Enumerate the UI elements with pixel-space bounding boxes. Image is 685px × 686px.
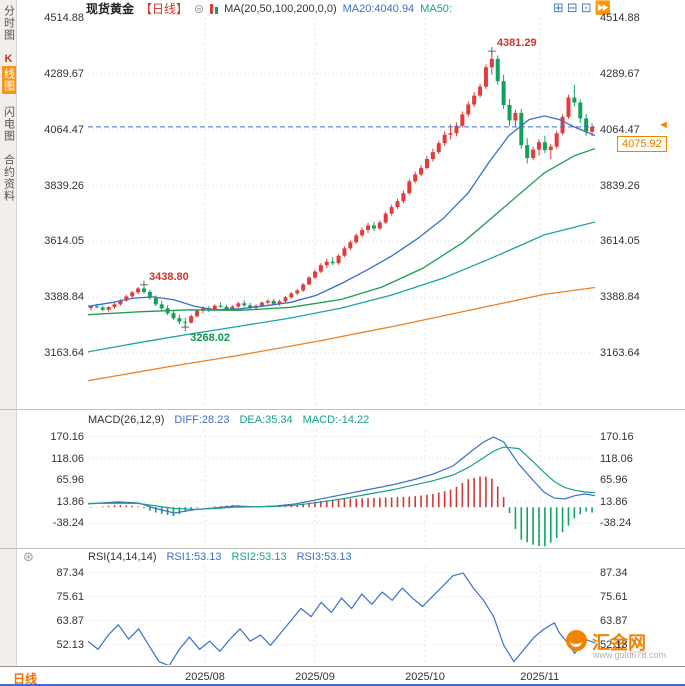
macd-diff-line xyxy=(88,436,595,514)
x-axis-date-label: 2025/08 xyxy=(185,671,225,683)
instrument-title: 现货黄金 xyxy=(86,2,135,16)
layout-grid-icon[interactable]: ⊞ xyxy=(553,0,564,15)
macd-axis-label-left: 65.96 xyxy=(56,474,84,486)
rsi-axis-label-right: 63.87 xyxy=(600,614,628,627)
logo-smile-icon xyxy=(566,630,587,651)
macd-diff-label: DIFF:28.23 xyxy=(174,414,230,426)
price-annotation: 4381.29 xyxy=(497,37,537,49)
price-axis-label-left: 4064.47 xyxy=(44,123,84,136)
macd-axis-label-right: -38.24 xyxy=(600,517,632,529)
macd-axis-label-left: 170.16 xyxy=(50,431,84,443)
panel-divider xyxy=(0,548,685,549)
active-tab-label: 线图 xyxy=(1,66,16,94)
macd-chart[interactable] xyxy=(88,430,595,548)
tab-daily-period[interactable]: 日线 xyxy=(13,672,38,686)
macd-value-label: MACD:-14.22 xyxy=(302,414,370,426)
price-axis-label-left: 4289.67 xyxy=(44,67,84,80)
ma-line-MA100 xyxy=(88,221,595,353)
price-axis-label-left: 3163.64 xyxy=(44,347,84,359)
rsi-axis-label-left: 52.13 xyxy=(56,639,84,651)
rsi-chart[interactable] xyxy=(88,565,595,665)
sidebar-tab-3[interactable]: 闪电图 xyxy=(2,106,15,142)
chart-header: 现货黄金 【日线】 ⊜ MA(20,50,100,200,0,0) MA20:4… xyxy=(86,1,452,17)
price-axis-label-right: 3163.64 xyxy=(600,347,640,359)
logo-site-url: www.gold678.com xyxy=(593,650,667,660)
price-axis-label-right: 3614.05 xyxy=(600,235,640,248)
ma-settings-label: MA(20,50,100,200,0,0) xyxy=(224,2,337,15)
layout-panel-icon[interactable]: ⊡ xyxy=(580,0,592,15)
next-page-icon[interactable]: ⏩ xyxy=(594,0,611,15)
macd-axis-label-left: 13.86 xyxy=(56,495,84,508)
price-axis-label-right: 4289.67 xyxy=(600,67,640,80)
rsi2-value-label: RSI2:53.13 xyxy=(231,551,287,563)
price-axis-label-right: 4064.47 xyxy=(600,123,640,136)
ma20-value-label: MA20:4040.94 xyxy=(342,2,415,15)
ma-line-MA50 xyxy=(88,147,595,316)
macd-axis-label-left: 118.06 xyxy=(51,452,84,465)
ma-line-MA20 xyxy=(88,115,595,311)
current-price-badge: 4075.92 xyxy=(617,136,667,152)
macd-dea-label: DEA:35.34 xyxy=(239,414,293,426)
rsi-axis-label-right: 52.13 xyxy=(600,639,628,651)
indicator-settings-icon[interactable]: ⊛ xyxy=(23,549,34,564)
rsi-axis-label-left: 75.61 xyxy=(56,590,84,603)
sidebar-tab-1[interactable]: 分时图 xyxy=(2,5,15,41)
macd-dea-line xyxy=(88,446,595,510)
ma50-value-label: MA50: xyxy=(420,2,452,15)
price-candlestick-chart[interactable]: 4381.29 3438.80 3268.02 xyxy=(88,18,595,408)
rsi-axis-label-left: 87.34 xyxy=(56,567,84,579)
price-axis-label-right: 4514.88 xyxy=(600,12,640,24)
macd-axis-label-right: 170.16 xyxy=(600,431,634,443)
ma-line-MA200 xyxy=(88,286,595,382)
period-tag: 【日线】 xyxy=(140,2,189,16)
rsi-header: RSI(14,14,14) RSI1:53.13 RSI2:53.13 RSI3… xyxy=(88,551,352,563)
active-tab-prefix: K xyxy=(2,53,15,66)
collapse-menu-icon[interactable]: ⊜ xyxy=(194,1,205,16)
macd-axis-label-right: 13.86 xyxy=(600,495,628,508)
candlestick-icon xyxy=(210,3,219,14)
sidebar-tab-2[interactable]: K线图 xyxy=(1,53,16,94)
price-axis-label-left: 3388.84 xyxy=(44,291,84,304)
price-axis-label-left: 3614.05 xyxy=(44,235,84,248)
rsi-settings-label: RSI(14,14,14) xyxy=(88,551,157,563)
x-axis-date-label: 2025/11 xyxy=(520,671,560,683)
price-annotation: 3268.02 xyxy=(190,332,230,344)
price-axis-label-right: 3388.84 xyxy=(600,291,640,304)
price-axis-label-left: 3839.26 xyxy=(44,179,84,192)
macd-settings-label: MACD(26,12,9) xyxy=(88,414,165,426)
rsi-axis-label-right: 75.61 xyxy=(600,590,628,603)
x-axis-date-label: 2025/09 xyxy=(295,671,335,683)
chart-toolbar: ⊞ ⊟ ⊡ ⏩ xyxy=(553,0,611,15)
macd-header: MACD(26,12,9) DIFF:28.23 DEA:35.34 MACD:… xyxy=(88,414,369,426)
sidebar-tab-4[interactable]: 合约资料 xyxy=(2,154,15,202)
rsi-line xyxy=(88,572,595,665)
layout-rows-icon[interactable]: ⊟ xyxy=(566,0,578,15)
rsi1-value-label: RSI1:53.13 xyxy=(166,551,222,563)
bottom-bar: 日线 2025/08 2025/09 2025/10 2025/11 xyxy=(0,666,685,686)
rsi3-value-label: RSI3:53.13 xyxy=(296,551,352,563)
current-price-marker-icon: ◄ xyxy=(658,119,669,131)
window-bottom-accent xyxy=(0,684,685,686)
macd-axis-label-right: 118.06 xyxy=(600,452,633,465)
rsi-axis-label-left: 63.87 xyxy=(56,614,84,627)
candles-group xyxy=(88,51,595,328)
price-axis-label-right: 3839.26 xyxy=(600,179,640,192)
price-annotation: 3438.80 xyxy=(149,271,189,283)
macd-axis-label-right: 65.96 xyxy=(600,474,628,486)
rsi-axis-label-right: 87.34 xyxy=(600,567,628,579)
price-axis-label-left: 4514.88 xyxy=(44,12,84,24)
logo-brand-text: 汇金网 xyxy=(592,633,646,653)
left-tab-strip: 分时图 K线图闪电图合约资料 xyxy=(0,0,17,666)
x-axis-date-label: 2025/10 xyxy=(405,671,445,683)
panel-divider xyxy=(0,409,685,410)
macd-axis-label-left: -38.24 xyxy=(52,517,84,529)
